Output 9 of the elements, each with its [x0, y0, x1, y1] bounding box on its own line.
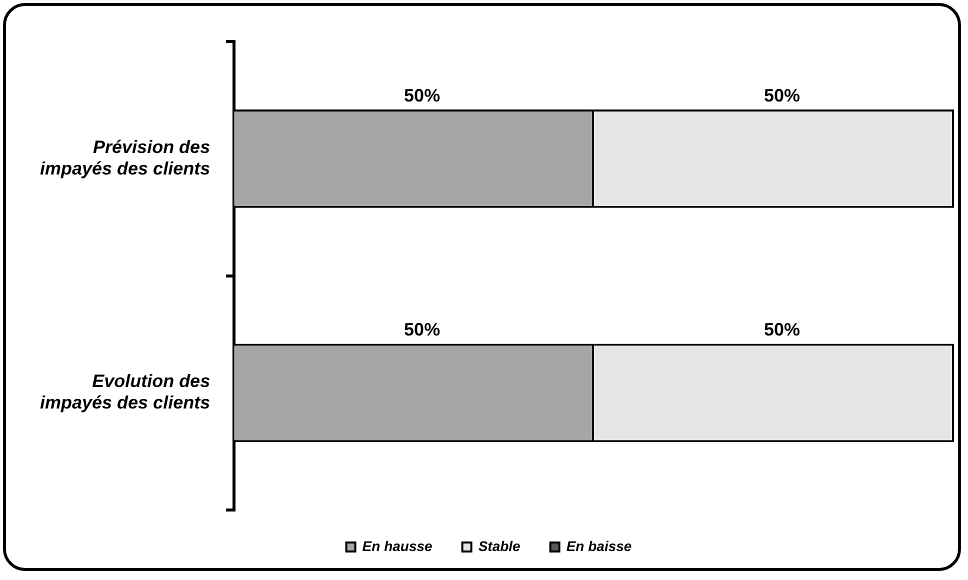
data-label: 50%: [764, 320, 800, 340]
legend-label: Stable: [478, 538, 521, 554]
legend-label: En hausse: [362, 538, 433, 554]
y-tick-label: Prévision des impayés des clients: [40, 136, 210, 178]
data-label: 50%: [404, 85, 440, 106]
y-tick-label: Evolution des impayés des clients: [40, 371, 210, 413]
legend-label: En baisse: [566, 538, 632, 554]
data-label: 50%: [404, 320, 440, 340]
data-label: 50%: [764, 85, 800, 106]
